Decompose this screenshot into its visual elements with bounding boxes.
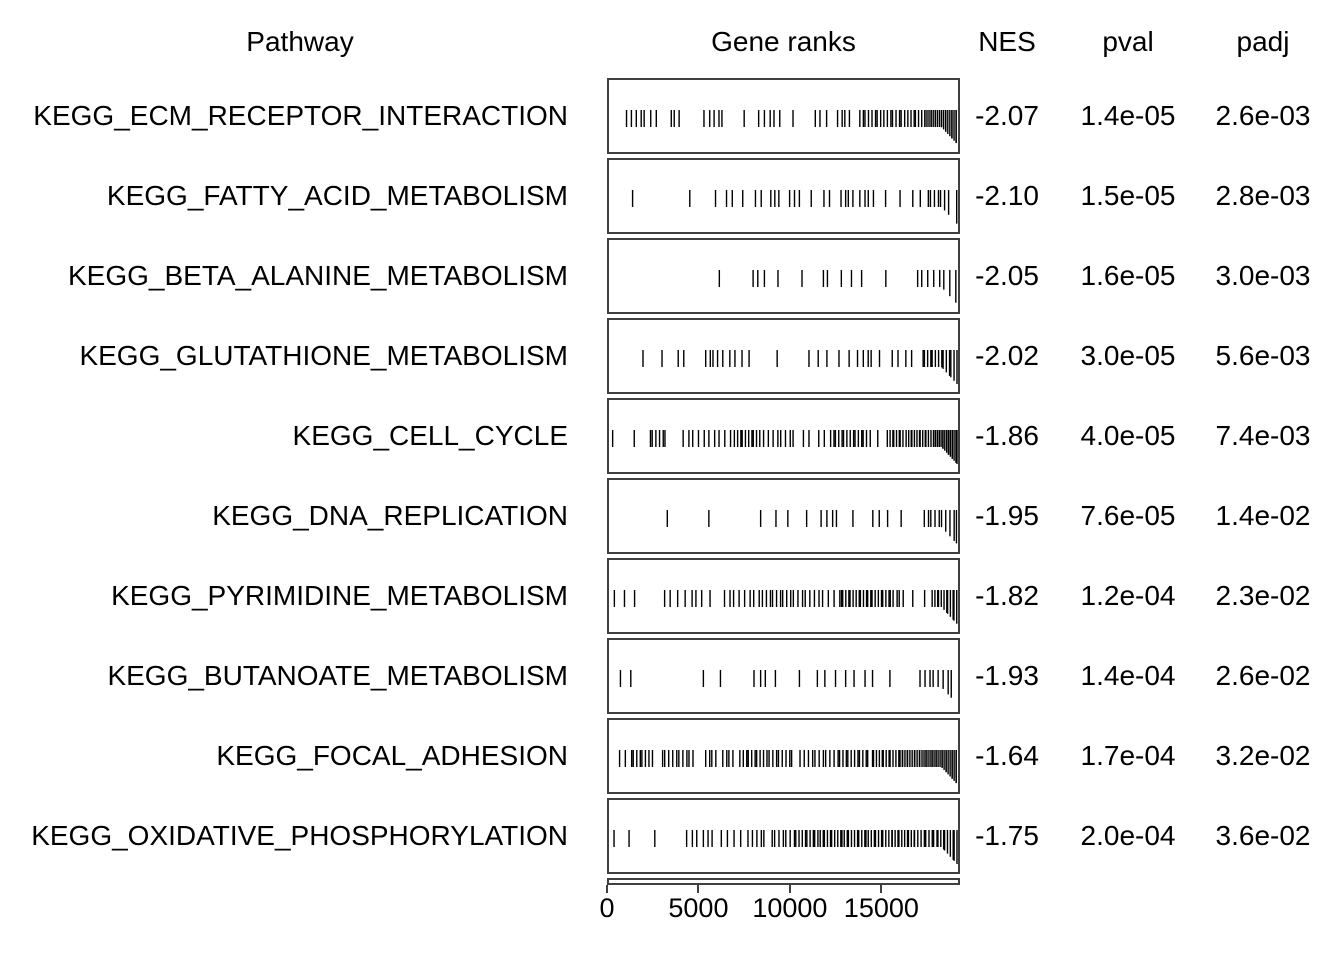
padj-value: 2.3e-02 [1215, 580, 1311, 611]
x-axis-tick [697, 885, 700, 893]
padj-value: 3.2e-02 [1215, 740, 1311, 771]
x-axis-tick-label: 15000 [843, 893, 919, 923]
x-axis-tick-label: 5000 [668, 893, 729, 923]
padj-value: 2.6e-03 [1215, 100, 1311, 131]
padj-value: 2.6e-02 [1215, 660, 1311, 691]
padj-column-header: padj [1236, 26, 1290, 57]
rank-ticks-canvas [611, 430, 958, 464]
nes-value: -1.93 [975, 660, 1039, 691]
nes-value: -1.64 [975, 740, 1039, 771]
gene-ranks-plot [607, 318, 960, 394]
x-axis-tick-label: 10000 [752, 893, 828, 923]
pathway-label: KEGG_BETA_ALANINE_METABOLISM [67, 260, 568, 291]
nes-column-header: NES [978, 26, 1036, 57]
rank-ticks-canvas [618, 750, 957, 784]
pval-value: 1.7e-04 [1080, 740, 1176, 771]
padj-value: 7.4e-03 [1215, 420, 1311, 451]
gene-ranks-plot [607, 158, 960, 234]
x-axis-tick [880, 885, 883, 893]
pval-value: 1.5e-05 [1080, 180, 1176, 211]
gene-ranks-plot [607, 238, 960, 314]
nes-value: -1.95 [975, 500, 1039, 531]
nes-value: -1.86 [975, 420, 1039, 451]
rank-ticks-canvas [666, 510, 958, 544]
pathway-label: KEGG_CELL_CYCLE [292, 420, 568, 451]
x-axis-tick [606, 885, 608, 893]
nes-value: -1.75 [975, 820, 1039, 851]
pathway-label: KEGG_FOCAL_ADHESION [216, 740, 568, 771]
x-axis-tick [788, 885, 791, 893]
pathway-label: KEGG_ECM_RECEPTOR_INTERACTION [33, 100, 568, 131]
gene-ranks-plot [607, 398, 960, 474]
gene-ranks-plot [607, 558, 960, 634]
pathway-label: KEGG_OXIDATIVE_PHOSPHORYLATION [31, 820, 568, 851]
nes-value: -2.10 [975, 180, 1039, 211]
gene-ranks-column-header: Gene ranks [711, 26, 856, 57]
rank-ticks-canvas [718, 270, 957, 303]
pathway-label: KEGG_BUTANOATE_METABOLISM [107, 660, 568, 691]
rank-ticks-canvas [613, 590, 958, 624]
x-axis-tick-label: 0 [599, 893, 615, 923]
padj-value: 5.6e-03 [1215, 340, 1311, 371]
pval-value: 3.0e-05 [1080, 340, 1176, 371]
rank-ticks-canvas [613, 830, 958, 864]
rank-ticks-canvas [619, 670, 952, 698]
rank-ticks-canvas [642, 350, 958, 384]
pval-value: 4.0e-05 [1080, 420, 1176, 451]
nes-value: -2.02 [975, 340, 1039, 371]
gene-ranks-plot [607, 718, 960, 794]
padj-value: 1.4e-02 [1215, 500, 1311, 531]
padj-value: 3.6e-02 [1215, 820, 1311, 851]
pval-column-header: pval [1102, 26, 1154, 57]
nes-value: -1.82 [975, 580, 1039, 611]
gene-ranks-plot [607, 78, 960, 154]
x-axis [607, 878, 960, 885]
gene-ranks-plot [607, 798, 960, 874]
pathway-column-header: Pathway [246, 26, 354, 57]
gene-ranks-plot [607, 638, 960, 714]
nes-value: -2.05 [975, 260, 1039, 291]
pathway-label: KEGG_DNA_REPLICATION [212, 500, 568, 531]
pathway-label: KEGG_GLUTATHIONE_METABOLISM [79, 340, 568, 371]
pathway-label: KEGG_PYRIMIDINE_METABOLISM [111, 580, 568, 611]
rank-ticks-canvas [625, 110, 957, 144]
rank-ticks-canvas [631, 190, 958, 224]
padj-value: 2.8e-03 [1215, 180, 1311, 211]
pval-value: 2.0e-04 [1080, 820, 1176, 851]
padj-value: 3.0e-03 [1215, 260, 1311, 291]
nes-value: -2.07 [975, 100, 1039, 131]
pathway-label: KEGG_FATTY_ACID_METABOLISM [106, 180, 568, 211]
pval-value: 1.6e-05 [1080, 260, 1176, 291]
pval-value: 1.2e-04 [1080, 580, 1176, 611]
pval-value: 1.4e-04 [1080, 660, 1176, 691]
pval-value: 7.6e-05 [1080, 500, 1176, 531]
pval-value: 1.4e-05 [1080, 100, 1176, 131]
gene-ranks-plot [607, 478, 960, 554]
